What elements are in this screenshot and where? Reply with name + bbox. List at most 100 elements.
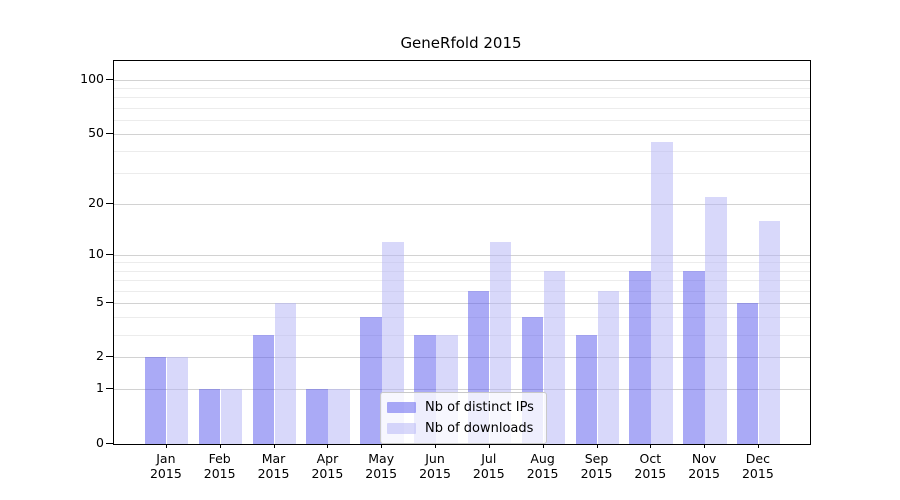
- x-tick-label-jan: Jan 2015: [134, 451, 198, 481]
- x-tick-year: 2015: [741, 466, 774, 481]
- legend-swatch-distinct-ips: [387, 402, 416, 413]
- minor-gridline: [114, 97, 810, 99]
- y-tick-mark: [106, 253, 113, 255]
- x-tick-mark: [596, 444, 598, 448]
- major-gridline: [114, 133, 810, 135]
- x-tick-month: Jul: [481, 451, 497, 466]
- x-tick-mark: [488, 444, 490, 448]
- y-tick-label: 2: [96, 348, 104, 364]
- x-tick-month: Aug: [530, 451, 555, 466]
- x-tick-year: 2015: [472, 466, 505, 481]
- x-tick-year: 2015: [203, 466, 236, 481]
- x-tick-month: Jan: [156, 451, 176, 466]
- x-tick-month: May: [368, 451, 395, 466]
- x-tick-label-oct: Oct 2015: [618, 451, 682, 481]
- y-tick-mark: [106, 443, 113, 444]
- major-gridline: [114, 79, 810, 81]
- x-tick-label-nov: Nov 2015: [672, 451, 736, 481]
- legend-label-downloads: Nb of downloads: [425, 421, 534, 436]
- x-tick-month: Jun: [425, 451, 445, 466]
- bar-feb-distinct-ips: [198, 389, 221, 444]
- bar-may-distinct-ips: [360, 317, 382, 444]
- minor-gridline: [114, 270, 810, 272]
- x-tick-year: 2015: [419, 466, 451, 481]
- y-tick-label: 100: [80, 70, 104, 86]
- x-tick-mark: [650, 444, 652, 448]
- bar-nov-distinct-ips: [683, 270, 705, 444]
- minor-gridline: [114, 334, 810, 336]
- x-tick-mark: [273, 444, 275, 448]
- x-tick-year: 2015: [526, 466, 559, 481]
- legend-item-downloads: Nb of downloads: [387, 419, 539, 438]
- y-tick-mark: [106, 132, 113, 134]
- bar-dec-distinct-ips: [736, 302, 759, 444]
- minor-gridline: [114, 151, 810, 152]
- y-tick-label: 10: [88, 245, 104, 261]
- plot-area: Nb of distinct IPs Nb of downloads: [113, 60, 811, 445]
- bar-mar-downloads: [274, 302, 296, 444]
- y-tick-mark: [106, 78, 113, 80]
- bar-nov-downloads: [705, 196, 727, 444]
- x-tick-label-jul: Jul 2015: [457, 451, 521, 481]
- major-gridline: [114, 357, 810, 359]
- bar-oct-downloads: [651, 141, 673, 444]
- x-tick-label-jun: Jun 2015: [403, 451, 467, 481]
- x-tick-mark: [327, 444, 329, 448]
- x-tick-label-feb: Feb 2015: [188, 451, 252, 481]
- bar-apr-distinct-ips: [306, 389, 328, 444]
- x-tick-mark: [165, 444, 167, 448]
- bar-jan-downloads: [166, 357, 189, 444]
- y-tick-label: 20: [88, 194, 104, 210]
- major-gridline: [114, 389, 810, 391]
- minor-gridline: [114, 119, 810, 121]
- x-tick-mark: [435, 444, 436, 448]
- minor-gridline: [114, 262, 810, 264]
- y-tick-mark: [106, 388, 113, 390]
- bar-jan-distinct-ips: [144, 357, 167, 444]
- legend: Nb of distinct IPs Nb of downloads: [380, 392, 547, 444]
- x-tick-mark: [704, 444, 706, 448]
- bar-sep-downloads: [597, 290, 619, 444]
- x-tick-year: 2015: [257, 466, 290, 481]
- x-tick-year: 2015: [580, 466, 613, 481]
- x-tick-year: 2015: [311, 466, 344, 481]
- x-tick-year: 2015: [365, 466, 398, 481]
- x-tick-month: Dec: [745, 451, 770, 466]
- x-tick-year: 2015: [688, 466, 720, 481]
- x-tick-label-mar: Mar 2015: [242, 451, 306, 481]
- x-tick-month: Mar: [261, 451, 286, 466]
- y-tick-label: 50: [88, 124, 104, 140]
- x-tick-mark: [757, 444, 759, 448]
- y-tick-label: 0: [96, 435, 104, 450]
- x-tick-month: Nov: [691, 451, 717, 466]
- x-tick-month: Oct: [639, 451, 662, 466]
- chart-title: GeneRfold 2015: [400, 34, 522, 52]
- x-tick-label-dec: Dec 2015: [726, 451, 790, 481]
- x-tick-label-aug: Aug 2015: [511, 451, 575, 481]
- y-tick-mark: [106, 202, 113, 204]
- y-tick-mark: [106, 301, 113, 303]
- bar-mar-distinct-ips: [252, 334, 274, 444]
- legend-item-distinct-ips: Nb of distinct IPs: [387, 398, 539, 417]
- x-tick-mark: [542, 444, 544, 448]
- minor-gridline: [114, 88, 810, 90]
- minor-gridline: [114, 107, 810, 109]
- x-tick-label-apr: Apr 2015: [295, 451, 359, 481]
- bar-aug-downloads: [543, 270, 566, 444]
- x-tick-month: Apr: [316, 451, 339, 466]
- x-tick-mark: [381, 444, 383, 448]
- minor-gridline: [114, 290, 810, 292]
- major-gridline: [114, 254, 810, 256]
- legend-swatch-downloads: [387, 423, 416, 434]
- y-tick-mark: [106, 356, 113, 358]
- x-tick-year: 2015: [634, 466, 667, 481]
- bar-sep-distinct-ips: [575, 334, 597, 444]
- x-tick-label-may: May 2015: [349, 451, 413, 481]
- legend-label-distinct-ips: Nb of distinct IPs: [425, 400, 534, 415]
- minor-gridline: [114, 279, 810, 281]
- y-tick-label: 5: [96, 293, 104, 309]
- bar-apr-downloads: [328, 389, 350, 444]
- x-tick-month: Feb: [208, 451, 231, 466]
- y-tick-label: 1: [96, 380, 104, 396]
